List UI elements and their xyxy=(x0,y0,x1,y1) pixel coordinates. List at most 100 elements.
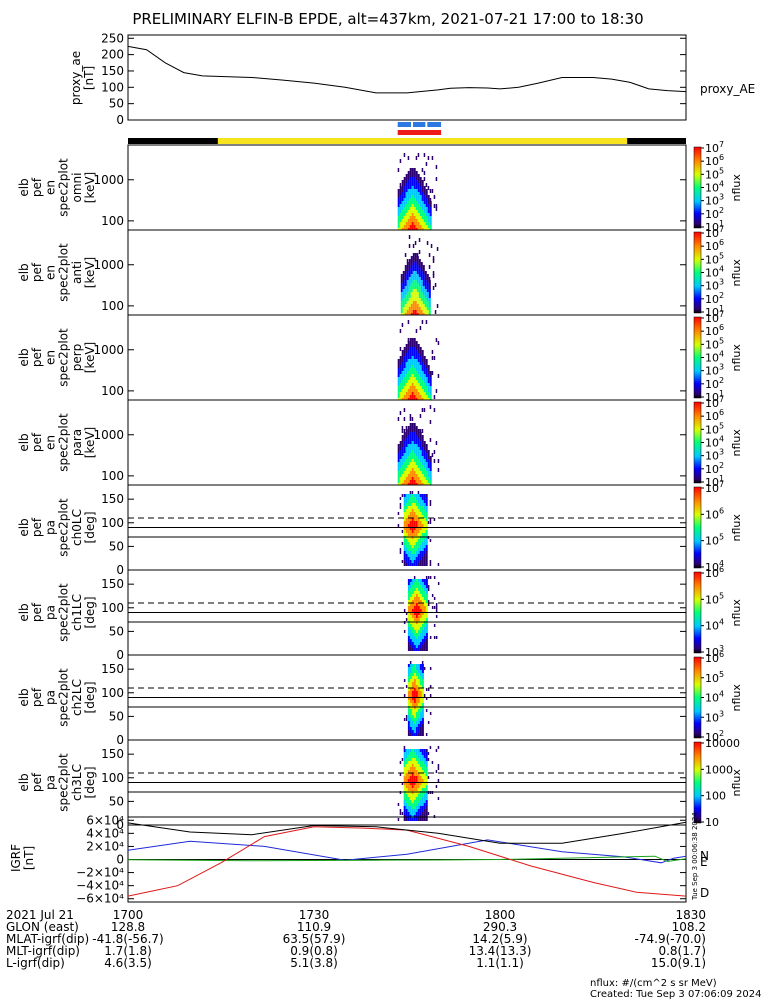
spectrogram-cell xyxy=(421,368,424,371)
spectrogram-cell xyxy=(407,386,410,389)
spectrogram-cell xyxy=(421,630,424,633)
spectrogram-cell xyxy=(423,551,426,554)
spectrogram-cell xyxy=(419,468,422,471)
spectrogram-cell xyxy=(414,268,417,271)
spectrogram-cell xyxy=(413,438,416,441)
spectrogram-cell xyxy=(423,597,426,600)
spectrogram-cell xyxy=(421,579,424,582)
spectrogram-cell xyxy=(429,462,432,465)
spectrogram-cell xyxy=(417,441,420,444)
spectrogram-cell xyxy=(417,673,420,676)
spectrogram-cell xyxy=(415,806,418,809)
spectrogram-cell xyxy=(403,560,406,563)
spectrogram-cell xyxy=(407,456,410,459)
spectrogram-cell xyxy=(417,752,420,755)
spectrogram-cell xyxy=(422,298,425,301)
spectrogram-cell xyxy=(419,615,422,618)
spectrogram-cell xyxy=(399,450,402,453)
spectrogram-cell xyxy=(405,500,408,503)
spectrogram-speck xyxy=(433,636,436,639)
spectrogram-cell xyxy=(397,374,400,377)
spectrogram-speck xyxy=(435,207,438,211)
spectrogram-cell xyxy=(419,697,422,700)
spectrogram-cell xyxy=(403,432,406,435)
spectrogram-cell xyxy=(413,809,416,812)
spectrogram-cell xyxy=(407,818,410,821)
spectrogram-cell xyxy=(417,560,420,563)
spectrogram-cell xyxy=(419,588,422,591)
spectrogram-cell xyxy=(419,721,422,724)
spectrogram-cell xyxy=(427,195,430,198)
spectrogram-cell xyxy=(415,521,418,524)
spectrogram-cell xyxy=(399,371,402,374)
spectrogram-cell xyxy=(421,749,424,752)
y-tick-label: 150 xyxy=(101,662,124,676)
spectrogram-cell xyxy=(420,298,423,301)
spectrogram-cell xyxy=(419,210,422,213)
spectrogram-cell xyxy=(411,447,414,450)
spectrogram-cell xyxy=(421,700,424,703)
spectrogram-cell xyxy=(425,591,428,594)
spectrogram-speck xyxy=(429,420,432,424)
spectrogram-cell xyxy=(410,286,413,289)
spectrogram-cell xyxy=(413,682,416,685)
spectrogram-cell xyxy=(429,474,432,477)
colorbar-tick-label: 102 xyxy=(705,461,724,476)
spectrogram-cell xyxy=(417,645,420,648)
spectrogram-cell xyxy=(403,456,406,459)
spectrogram-cell xyxy=(407,174,410,177)
spectrogram-cell xyxy=(405,474,408,477)
spectrogram-cell xyxy=(415,685,418,688)
spectrogram-cell xyxy=(417,591,420,594)
spectrogram-cell xyxy=(405,818,408,821)
spectrogram-cell xyxy=(419,539,422,542)
spectrogram-cell xyxy=(421,527,424,530)
spectrogram-cell xyxy=(403,392,406,395)
spectrogram-cell xyxy=(413,533,416,536)
spectrogram-cell xyxy=(397,222,400,225)
spectrogram-cell xyxy=(405,459,408,462)
spectrogram-cell xyxy=(425,216,428,219)
spectrogram-cell xyxy=(423,395,426,398)
spectrogram-cell xyxy=(403,509,406,512)
spectrogram-cell xyxy=(419,222,422,225)
spectrogram-cell xyxy=(411,480,414,483)
spectrogram-cell xyxy=(412,256,415,259)
spectrogram-speck xyxy=(399,183,402,187)
spectrogram-cell xyxy=(417,733,420,736)
spectrogram-cell xyxy=(411,700,414,703)
y-tick-label: 2×10⁴ xyxy=(86,839,124,853)
spectrogram-cell xyxy=(403,441,406,444)
spectrogram-cell xyxy=(405,806,408,809)
spectrogram-cell xyxy=(397,189,400,192)
spectrogram-cell xyxy=(411,524,414,527)
spectrogram-cell xyxy=(407,597,410,600)
colorbar-tick-label: 101 xyxy=(705,389,724,404)
spectrogram-cell xyxy=(409,670,412,673)
spectrogram-cell xyxy=(423,465,426,468)
spectrogram-cell xyxy=(419,812,422,815)
y-tick-label: 50 xyxy=(109,794,124,808)
spectrogram-cell xyxy=(403,380,406,383)
spectrogram-cell xyxy=(406,274,409,277)
spectrogram-cell xyxy=(422,280,425,283)
spectrogram-cell xyxy=(401,383,404,386)
spectrogram-cell xyxy=(409,591,412,594)
spectrogram-cell xyxy=(421,533,424,536)
spectrogram-cell xyxy=(411,353,414,356)
spectrogram-cell xyxy=(422,271,425,274)
spectrogram-cell xyxy=(413,800,416,803)
spectrogram-cell xyxy=(405,788,408,791)
spectrogram-cell xyxy=(402,274,405,277)
spectrogram-cell xyxy=(411,338,414,341)
spectrogram-cell xyxy=(401,192,404,195)
spectrogram-cell xyxy=(407,201,410,204)
spectrogram-cell xyxy=(403,389,406,392)
spectrogram-speck xyxy=(432,259,435,263)
spectrogram-cell xyxy=(413,785,416,788)
spectrogram-cell xyxy=(397,389,400,392)
spectrogram-cell xyxy=(407,435,410,438)
spectrogram-cell xyxy=(423,497,426,500)
spectrogram-cell xyxy=(427,395,430,398)
spectrogram-cell xyxy=(397,192,400,195)
